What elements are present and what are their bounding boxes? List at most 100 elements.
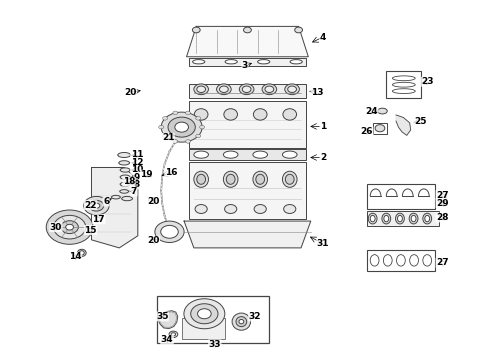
Text: 20: 20 [147,197,160,206]
Circle shape [155,221,184,243]
Ellipse shape [253,109,267,120]
Text: 2: 2 [320,153,326,162]
Ellipse shape [265,86,274,93]
Circle shape [173,111,178,114]
Ellipse shape [384,215,389,222]
Circle shape [193,27,200,33]
Ellipse shape [242,86,251,93]
Text: 3: 3 [242,61,248,70]
Ellipse shape [368,213,377,224]
Ellipse shape [195,109,208,120]
Ellipse shape [239,319,244,324]
Ellipse shape [409,213,418,224]
Bar [189,102,306,148]
Text: 7: 7 [131,187,137,196]
Ellipse shape [195,204,207,213]
Ellipse shape [120,168,130,172]
Text: 19: 19 [140,170,153,179]
Ellipse shape [392,82,415,87]
Circle shape [161,112,202,142]
Text: 6: 6 [103,197,109,206]
Ellipse shape [377,108,387,114]
Ellipse shape [288,86,296,93]
Circle shape [186,111,191,114]
Text: 32: 32 [248,312,261,321]
Circle shape [163,134,168,138]
Text: 9: 9 [134,173,140,182]
Bar [189,58,306,66]
Ellipse shape [423,213,432,224]
Circle shape [186,140,191,143]
Text: 35: 35 [156,312,169,321]
Text: 13: 13 [311,88,323,97]
Circle shape [375,125,385,132]
Ellipse shape [220,86,228,93]
Ellipse shape [223,171,238,187]
Polygon shape [187,26,308,57]
Bar [367,211,439,226]
Text: 20: 20 [147,236,160,245]
Ellipse shape [256,174,265,184]
Ellipse shape [282,171,297,187]
Ellipse shape [283,109,296,120]
Ellipse shape [411,215,416,222]
Text: 33: 33 [209,340,221,349]
Circle shape [46,210,93,244]
Text: 25: 25 [414,117,427,126]
Ellipse shape [194,151,208,158]
Bar [373,123,387,134]
Text: 1: 1 [320,122,326,131]
Ellipse shape [396,255,405,266]
Circle shape [163,117,168,120]
Ellipse shape [290,60,302,64]
Text: 31: 31 [317,239,329,248]
Text: 18: 18 [123,177,135,186]
Ellipse shape [370,255,379,266]
Text: 24: 24 [366,107,378,116]
Text: 20: 20 [124,88,137,97]
Ellipse shape [423,255,432,266]
Ellipse shape [112,195,120,199]
Circle shape [200,125,204,129]
Ellipse shape [225,60,237,64]
Ellipse shape [197,174,205,184]
Ellipse shape [120,175,130,179]
Circle shape [184,299,225,329]
Text: 28: 28 [436,213,448,222]
Circle shape [84,197,109,215]
Ellipse shape [226,174,235,184]
Bar [189,149,306,160]
Text: 10: 10 [131,166,143,175]
Ellipse shape [285,174,294,184]
Polygon shape [396,115,411,135]
Bar [386,71,421,98]
Text: 30: 30 [50,222,62,231]
Ellipse shape [236,317,246,327]
Circle shape [61,221,78,234]
Circle shape [196,117,200,120]
Text: 8: 8 [134,180,140,189]
Text: 21: 21 [162,133,174,142]
Text: 27: 27 [436,190,449,199]
Text: 22: 22 [84,201,97,210]
Ellipse shape [194,84,208,95]
Polygon shape [92,167,138,248]
Circle shape [294,27,302,33]
Ellipse shape [120,182,130,186]
Text: 17: 17 [93,215,105,224]
Bar [189,84,306,98]
Bar [189,162,306,219]
Ellipse shape [253,151,268,158]
Text: 5: 5 [149,197,155,206]
Ellipse shape [169,331,178,338]
Circle shape [196,134,200,138]
Text: 27: 27 [436,258,449,267]
Ellipse shape [224,204,237,213]
Text: 4: 4 [320,33,326,42]
Circle shape [168,117,196,137]
Circle shape [175,122,189,132]
Bar [157,296,270,342]
Ellipse shape [392,89,415,94]
Bar [367,249,435,271]
Ellipse shape [120,190,128,193]
